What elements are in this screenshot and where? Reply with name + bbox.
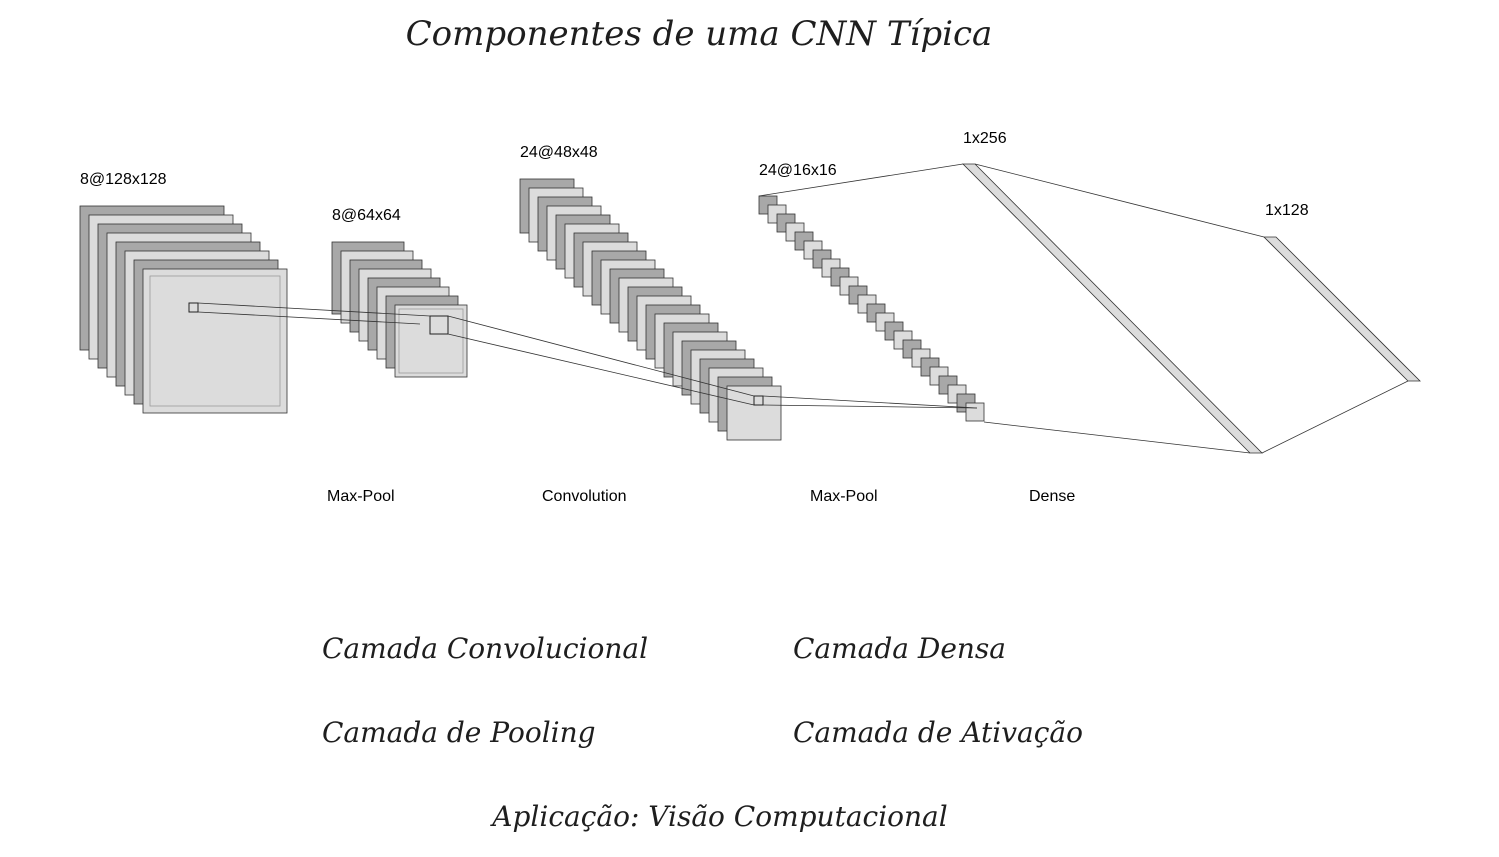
connection-line [983, 421, 1251, 454]
operation-label-maxpool-1: Max-Pool [327, 488, 395, 505]
connection-line [447, 333, 755, 406]
layer-shape-dense2: 1x128 [1265, 202, 1309, 219]
connection-line [758, 163, 964, 197]
dense1-bar [962, 163, 1263, 454]
input-stack [79, 205, 288, 414]
connection-line [447, 315, 755, 397]
layer-shape-pool1: 8@64x64 [332, 207, 401, 224]
conv-kernel-box [753, 395, 764, 406]
pool1-kernel-box [429, 315, 449, 335]
connection-line [1261, 380, 1409, 454]
dense2-bar [1263, 236, 1421, 382]
component-activation-layer: Camada de Ativação [793, 716, 1083, 749]
layer-shape-dense1: 1x256 [963, 130, 1007, 147]
operation-label-maxpool-2: Max-Pool [810, 488, 878, 505]
component-pooling-layer: Camada de Pooling [322, 716, 596, 749]
pool1-inner-frame [398, 308, 464, 374]
pool1-map [394, 304, 468, 378]
layer-shape-conv: 24@48x48 [520, 144, 598, 161]
component-conv-layer: Camada Convolucional [322, 632, 649, 665]
connection-line [197, 311, 421, 325]
conv-stack [519, 178, 782, 441]
connection-line [974, 163, 1265, 238]
input-inner-frame [149, 275, 281, 407]
conv-map [726, 385, 782, 441]
pool2-stack [758, 195, 985, 422]
pool2-map [965, 402, 985, 422]
connection-line [197, 302, 431, 317]
operation-label-dense: Dense [1029, 488, 1075, 505]
input-map [142, 268, 288, 414]
operation-label-convolution: Convolution [542, 488, 627, 505]
pool1-stack [331, 241, 468, 378]
component-dense-layer: Camada Densa [793, 632, 1006, 665]
application-caption: Aplicação: Visão Computacional [492, 800, 948, 833]
connection-line [762, 395, 978, 409]
connection-line [762, 404, 978, 409]
connection-lines [197, 163, 1409, 454]
feature-maps [79, 163, 1421, 454]
diagram-title: Componentes de uma CNN Típica [405, 14, 993, 54]
input-kernel-box [188, 302, 199, 313]
layer-shape-pool2: 24@16x16 [759, 162, 837, 179]
layer-shape-input: 8@128x128 [80, 171, 167, 188]
